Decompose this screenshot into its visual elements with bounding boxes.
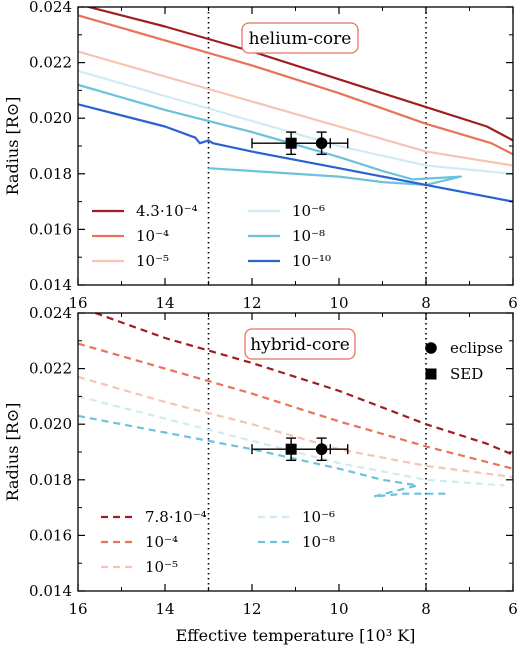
legend-label: 10⁻¹⁰ [292,252,331,270]
x-tick-label: 12 [242,600,261,618]
series-line [78,342,513,470]
y-tick-label: 0.022 [29,54,72,72]
series-group [78,7,513,203]
x-tick-label: 12 [242,294,261,312]
legend-label: 10⁻⁵ [136,252,169,270]
y-axis-label: Radius [R⊙] [3,97,22,196]
y-tick-label: 0.014 [29,276,72,294]
y-tick-label: 0.014 [29,582,72,600]
x-tick-label: 8 [421,600,431,618]
legend-label: 7.8·10⁻⁴ [145,508,207,526]
panel-helium-core: 16 14 12 10 8 6 0.014 0.016 0.018 0.020 0.022 0.024… [3,0,518,312]
series-line [78,375,513,479]
legend-label: 10⁻⁶ [292,202,325,220]
y-tick-label: 0.018 [29,471,72,489]
legend-square-marker [425,368,437,380]
title-box [241,22,359,54]
panel-title: hybrid-core [250,335,350,355]
legend-circle-marker [425,342,437,354]
series-line [78,395,505,487]
data-point-SED [251,437,331,462]
marker-legend-label: eclipse [450,339,503,357]
x-tick-label: 10 [329,600,348,618]
y-tick-label: 0.016 [29,526,72,544]
square-marker [285,137,297,149]
series-line [95,313,513,456]
y-tick-label: 0.018 [29,165,72,183]
legend-label: 10⁻⁶ [302,508,335,526]
panel-hybrid-core: 16 14 12 10 8 6 0.014 0.016 0.018 0.020 0.022 0.024… [3,304,518,645]
series-group [78,313,513,498]
title-box [244,328,356,360]
y-tick-label: 0.020 [29,109,72,127]
series-line [84,7,513,142]
y-tick-label: 0.024 [29,304,72,322]
series-line [78,103,513,203]
y-tick-label: 0.022 [29,360,72,378]
y-axis-label: Radius [R⊙] [3,403,22,502]
y-tick-label: 0.020 [29,415,72,433]
y-tick-label: 0.024 [29,0,72,16]
series-line [78,69,513,175]
x-tick-label: 6 [508,600,518,618]
marker-legend-label: SED [450,365,483,383]
x-axis-label: Effective temperature [10³ K] [176,626,416,645]
series-line [78,83,462,186]
x-tick-label: 14 [155,600,174,618]
y-tick-label: 0.016 [29,220,72,238]
legend-label: 10⁻⁴ [145,533,178,551]
x-tick-label: 6 [508,294,518,312]
data-point-SED [251,131,331,156]
legend-label: 10⁻⁴ [136,227,169,245]
x-tick-label: 14 [155,294,174,312]
legend: 7.8·10⁻⁴ 10⁻⁴ 10⁻⁵ 10⁻⁶ 10⁻⁸ [101,508,335,576]
legend-label: 10⁻⁵ [145,558,178,576]
marker-legend: eclipse SED [425,339,503,383]
series-line [78,14,513,156]
legend-label: 10⁻⁸ [292,227,325,245]
legend-label: 4.3·10⁻⁴ [136,202,198,220]
x-tick-label: 8 [421,294,431,312]
x-tick-label: 16 [68,294,87,312]
series-line [78,414,448,498]
x-tick-label: 10 [329,294,348,312]
series-line [78,50,513,167]
legend: 4.3·10⁻⁴ 10⁻⁴ 10⁻⁵ 10⁻⁶ 10⁻⁸ 10⁻¹⁰ [92,202,331,270]
x-tick-label: 16 [68,600,87,618]
panel-title: helium-core [249,29,352,49]
square-marker [285,443,297,455]
legend-label: 10⁻⁸ [302,533,335,551]
